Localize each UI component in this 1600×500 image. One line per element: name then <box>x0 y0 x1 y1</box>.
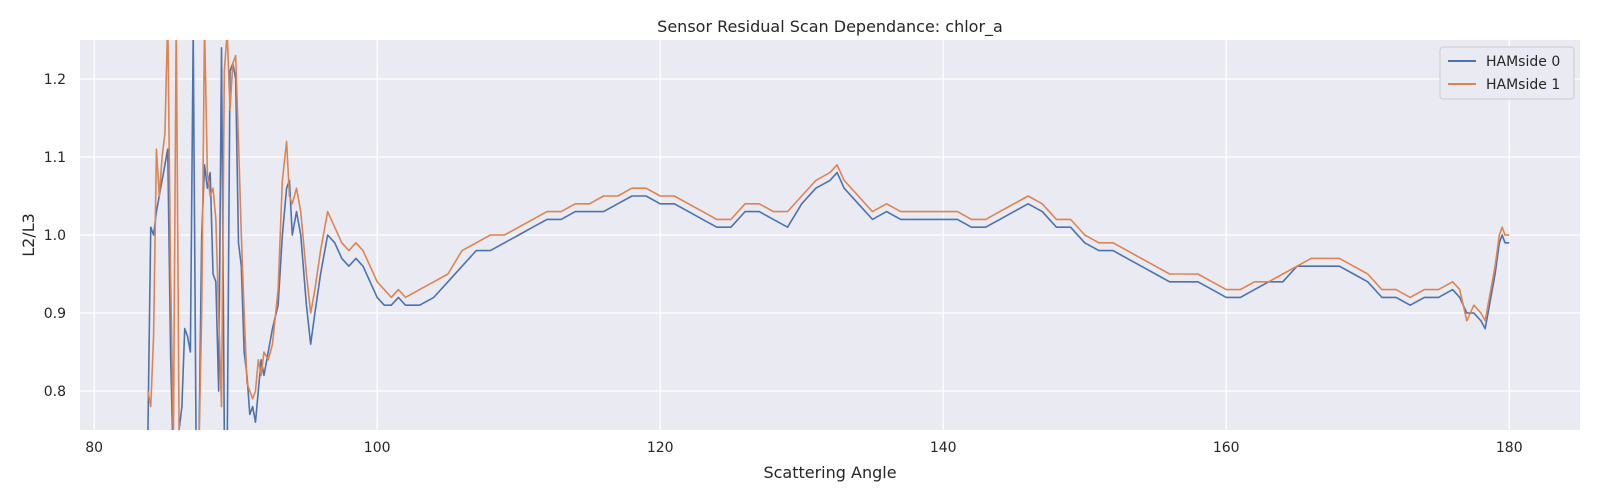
legend: HAMside 0 HAMside 1 <box>1439 46 1575 100</box>
y-tick-label: 1.2 <box>44 72 66 88</box>
x-tick-label: 80 <box>85 440 103 456</box>
series-line-hamside-1 <box>147 40 1510 430</box>
x-tick-label: 120 <box>647 440 674 456</box>
x-tick-label: 180 <box>1496 440 1523 456</box>
y-tick-label: 1.1 <box>44 150 66 166</box>
chart-title: Sensor Residual Scan Dependance: chlor_a <box>657 17 1003 37</box>
y-axis-label: L2/L3 <box>19 213 38 257</box>
x-tick-label: 160 <box>1213 440 1240 456</box>
series-line-hamside-0 <box>147 40 1510 430</box>
grid-lines <box>80 40 1580 430</box>
legend-label-hamside-0: HAMside 0 <box>1486 54 1560 70</box>
y-tick-label: 1.0 <box>44 228 66 244</box>
y-tick-label: 0.9 <box>44 306 66 322</box>
x-tick-label: 100 <box>364 440 391 456</box>
series-lines <box>147 40 1510 430</box>
y-tick-label: 0.8 <box>44 384 66 400</box>
legend-label-hamside-1: HAMside 1 <box>1486 77 1560 93</box>
x-axis-label: Scattering Angle <box>763 463 896 482</box>
x-tick-label: 140 <box>930 440 957 456</box>
x-tick-labels: 80 100 120 140 160 180 <box>85 440 1522 456</box>
y-tick-labels: 0.8 0.9 1.0 1.1 1.2 <box>44 72 66 400</box>
